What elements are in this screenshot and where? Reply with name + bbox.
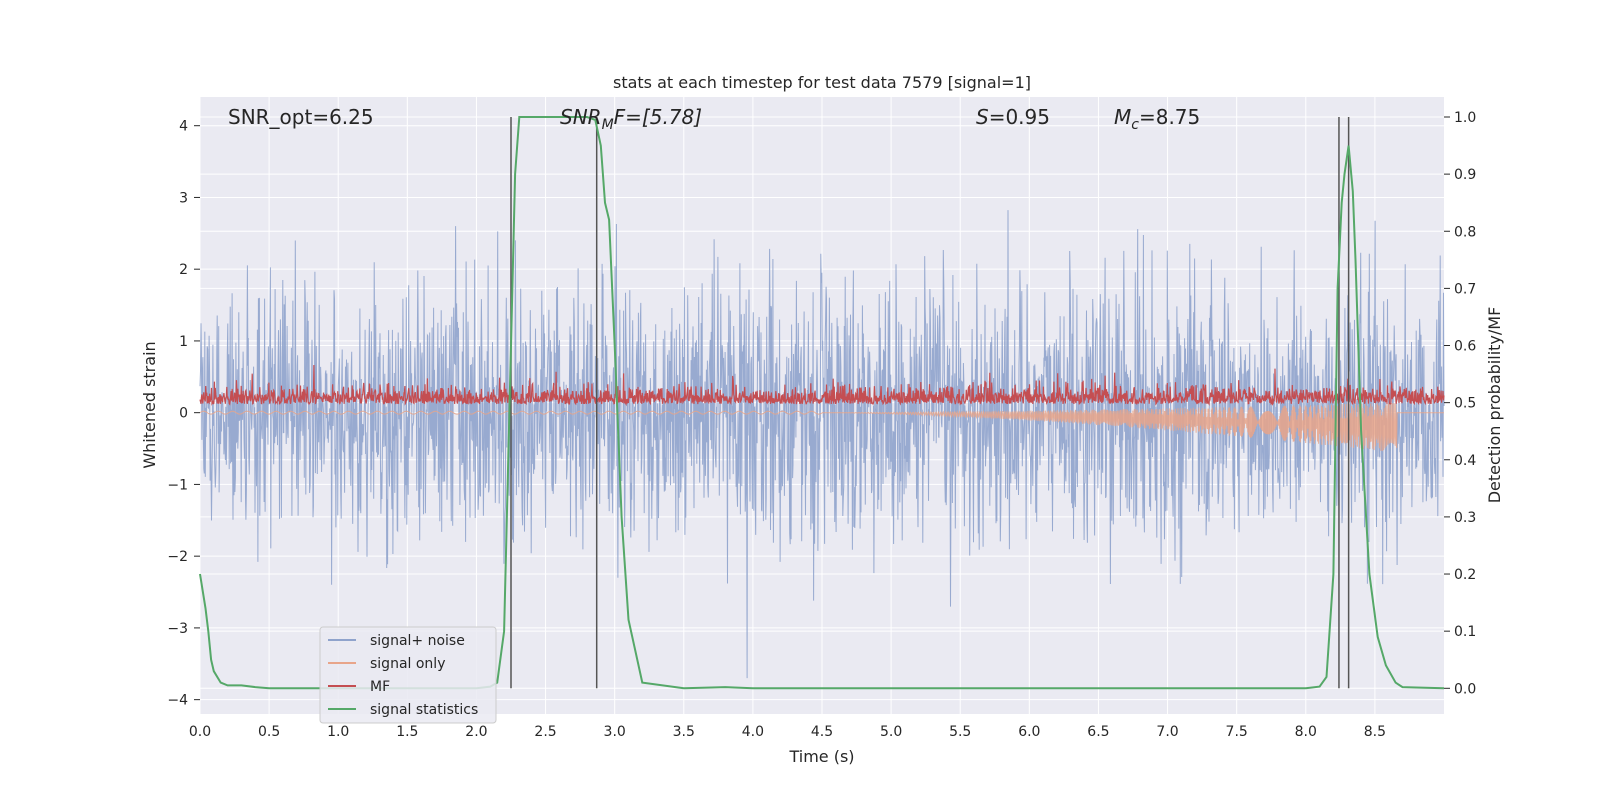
annotation-snr-opt: SNR_opt=6.25 xyxy=(228,105,374,129)
y-tick-label-right-0-0: 0.0 xyxy=(1454,681,1476,697)
x-tick-label-7-5: 7.5 xyxy=(1226,724,1248,740)
vertical-markers xyxy=(510,116,1350,689)
series-signal-statistics xyxy=(199,116,1445,690)
y-tick-label-right-0-6: 0.6 xyxy=(1454,339,1476,355)
x-tick-label-4-5: 4.5 xyxy=(811,724,833,740)
y-ticks-left: 4 3 2 1 0 −1 −2 −3 −4 xyxy=(167,119,200,709)
y-tick-label-right-0-3: 0.3 xyxy=(1454,510,1476,526)
y-tick-label-left-4: −4 xyxy=(167,693,188,709)
x-tick-label-0-0: 0.0 xyxy=(189,724,211,740)
y-tick-label-right-0-8: 0.8 xyxy=(1454,224,1476,240)
series-signal-only xyxy=(199,403,1444,452)
line-signal-statistics xyxy=(199,116,1445,690)
legend-label-mf: MF xyxy=(370,679,390,695)
y-axis-label-right: Detection probability/MF xyxy=(1485,307,1504,504)
y-axis-label-left: Whitened strain xyxy=(140,341,159,468)
y-tick-label-left-3: −3 xyxy=(167,621,188,637)
y-tick-label-right-0-7: 0.7 xyxy=(1454,281,1476,297)
y-tick-label-right-0-5: 0.5 xyxy=(1454,396,1476,412)
x-tick-label-2-0: 2.0 xyxy=(465,724,487,740)
y-ticks-right: 1.0 0.9 0.8 0.7 0.6 0.5 0.4 0.3 0.2 0.1 0.0 xyxy=(1444,110,1476,697)
annotation-mc-rest: =8.75 xyxy=(1139,105,1200,129)
y-tick-label-left-2: 2 xyxy=(179,262,188,278)
x-tick-label-0-5: 0.5 xyxy=(258,724,280,740)
y-tick-label-left-3: 3 xyxy=(179,190,188,206)
y-tick-label-right-0-4: 0.4 xyxy=(1454,453,1476,469)
y-tick-label-left-1: 1 xyxy=(179,334,188,350)
x-tick-label-4-0: 4.0 xyxy=(742,724,764,740)
line-mf xyxy=(199,364,1445,407)
y-tick-label-left-2: −2 xyxy=(167,549,188,565)
annotation-mc-sub: c xyxy=(1131,117,1139,133)
x-tick-label-8-5: 8.5 xyxy=(1364,724,1386,740)
y-tick-label-right-0-9: 0.9 xyxy=(1454,167,1476,183)
annotation-s: S=0.95 xyxy=(976,105,1050,129)
x-axis-label: Time (s) xyxy=(788,747,854,766)
annotation-s-main: S xyxy=(976,105,989,129)
annotation-snr-mf-main: SNR xyxy=(560,105,602,129)
annotation-snr-mf: SNRMF=[5.78] xyxy=(560,105,702,133)
legend-label-signal-statistics: signal statistics xyxy=(370,702,478,718)
y-tick-label-left-4: 4 xyxy=(179,119,188,135)
annotation-snr-mf-rest: F=[5.78] xyxy=(614,105,702,129)
series-mf xyxy=(199,364,1445,407)
annotation-mc: Mc=8.75 xyxy=(1114,105,1200,133)
annotation-snr-mf-sub: M xyxy=(602,117,614,133)
line-signal-only xyxy=(199,403,1444,452)
y-tick-label-left-1: −1 xyxy=(167,477,188,493)
annotation-mc-main: M xyxy=(1114,105,1131,129)
x-tick-label-1-5: 1.5 xyxy=(396,724,418,740)
legend-label-signal-noise: signal+ noise xyxy=(370,633,465,649)
x-tick-label-5-0: 5.0 xyxy=(880,724,902,740)
y-tick-label-right-0-1: 0.1 xyxy=(1454,624,1476,640)
x-tick-label-6-0: 6.0 xyxy=(1018,724,1040,740)
x-ticks: 0.0 0.5 1.0 1.5 2.0 2.5 3.0 3.5 4.0 4.5 5.0 5.5 6.0 6… xyxy=(189,724,1386,740)
y-tick-label-right-1-0: 1.0 xyxy=(1454,110,1476,126)
legend-box xyxy=(319,626,497,724)
x-tick-label-8-0: 8.0 xyxy=(1295,724,1317,740)
legend-label-signal-only: signal only xyxy=(370,656,445,672)
x-tick-label-3-0: 3.0 xyxy=(604,724,626,740)
x-tick-label-1-0: 1.0 xyxy=(327,724,349,740)
x-tick-label-2-5: 2.5 xyxy=(534,724,556,740)
y-tick-label-left-0: 0 xyxy=(179,406,188,422)
x-tick-label-6-5: 6.5 xyxy=(1087,724,1109,740)
legend: signal+ noise signal only MF signal stat… xyxy=(319,626,497,724)
y-tick-label-right-0-2: 0.2 xyxy=(1454,567,1476,583)
x-tick-label-5-5: 5.5 xyxy=(949,724,971,740)
x-tick-label-7-0: 7.0 xyxy=(1156,724,1178,740)
x-tick-label-3-5: 3.5 xyxy=(673,724,695,740)
annotation-s-rest: =0.95 xyxy=(989,105,1050,129)
chart-title: stats at each timestep for test data 757… xyxy=(613,73,1031,92)
